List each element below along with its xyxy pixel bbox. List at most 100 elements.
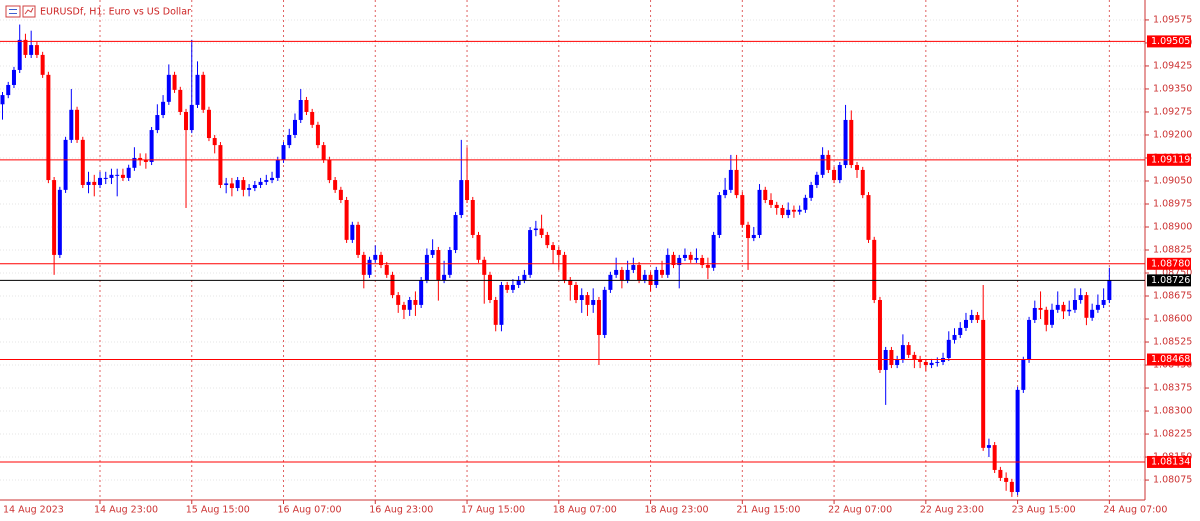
candle-body (367, 259, 372, 275)
candle-body (252, 184, 257, 189)
y-tick-label: 1.09050 (1153, 175, 1192, 186)
candle-body (1107, 280, 1112, 300)
candle-body (304, 100, 309, 112)
candle-body (103, 177, 108, 179)
candle-body (694, 257, 699, 260)
candle-body (660, 269, 665, 275)
candle-body (430, 250, 435, 255)
candle-body (310, 111, 315, 125)
candle-body (241, 180, 246, 190)
x-tick-label: 15 Aug 15:00 (186, 505, 250, 516)
candle-body (161, 101, 166, 116)
candle-body (866, 195, 871, 240)
candle-body (992, 445, 997, 470)
level-label-box (1147, 35, 1191, 48)
x-tick-label: 21 Aug 15:00 (736, 505, 800, 516)
candle-body (935, 361, 940, 363)
candle-body (786, 209, 791, 216)
y-tick-label: 1.08375 (1153, 383, 1192, 394)
candle-body (0, 95, 5, 105)
candle-body (86, 181, 91, 185)
candle-body (321, 145, 326, 160)
candle-body (923, 361, 928, 366)
candle-body (92, 181, 97, 185)
candle-body (522, 274, 527, 281)
candle-body (224, 183, 229, 185)
candle-body (671, 254, 676, 266)
candle-body (717, 195, 722, 235)
candle-body (665, 254, 670, 275)
y-tick-label: 1.09425 (1153, 60, 1192, 71)
x-tick-label: 22 Aug 07:00 (828, 505, 892, 516)
candle-body (155, 115, 160, 131)
candle-body (1015, 389, 1020, 493)
level-label: 1.08134 (1151, 456, 1190, 467)
candle-body (493, 300, 498, 325)
candle-body (608, 274, 613, 290)
candle-body (482, 259, 487, 275)
chart-title: EURUSDf, H1: Euro vs US Dollar (40, 7, 191, 18)
x-tick-label: 18 Aug 07:00 (553, 505, 617, 516)
candle-body (275, 159, 280, 178)
candle-body (637, 265, 642, 281)
candle-body (1027, 319, 1032, 360)
y-tick-label: 1.08600 (1153, 314, 1192, 325)
candle-body (820, 154, 825, 175)
candle-body (442, 274, 447, 281)
candle-body (1078, 295, 1083, 300)
candle-body (734, 169, 739, 196)
symbol-icon (5, 5, 36, 18)
candle-body (373, 254, 378, 260)
x-tick-label: 17 Aug 15:00 (461, 505, 525, 516)
candle-body (396, 295, 401, 305)
candle-body (900, 345, 905, 360)
candle-body (206, 109, 211, 139)
x-tick-label: 22 Aug 23:00 (920, 505, 984, 516)
candle-body (401, 304, 406, 310)
candle-body (63, 139, 68, 190)
candle-body (459, 180, 464, 216)
candle-body (757, 189, 762, 235)
candle-body (516, 280, 521, 285)
candle-body (356, 224, 361, 255)
candle-body (1095, 304, 1100, 310)
y-tick-label: 1.08825 (1153, 245, 1192, 256)
x-tick-label: 24 Aug 07:00 (1103, 505, 1167, 516)
candle-body (487, 274, 492, 300)
x-tick-label: 14 Aug 2023 (3, 505, 64, 516)
candle-body (1090, 309, 1095, 318)
x-tick-label: 16 Aug 23:00 (369, 505, 433, 516)
candle-body (80, 139, 85, 185)
candle-body (120, 174, 125, 178)
candle-body (826, 154, 831, 170)
candle-body (1061, 304, 1066, 312)
candle-body (614, 269, 619, 275)
y-tick-label: 1.08750 (1153, 268, 1192, 279)
candle-body (1072, 300, 1077, 310)
candle-body (912, 354, 917, 360)
candle-body (728, 169, 733, 190)
y-tick-label: 1.08300 (1153, 406, 1192, 417)
candle-body (132, 157, 137, 168)
candle-body (682, 254, 687, 258)
candle-body (447, 250, 452, 275)
candle-body (946, 339, 951, 358)
candle-body (918, 359, 923, 362)
candle-body (631, 265, 636, 270)
candle-body (774, 204, 779, 208)
candle-body (264, 180, 269, 182)
candle-body (596, 300, 601, 335)
candle-body (591, 300, 596, 305)
candle-body (872, 239, 877, 300)
candle-body (1067, 309, 1072, 312)
y-tick-label: 1.08675 (1153, 291, 1192, 302)
candle-body (545, 234, 550, 246)
y-tick-label: 1.09275 (1153, 106, 1192, 117)
candle-body (287, 134, 292, 146)
candle-body (797, 209, 802, 212)
candle-body (837, 165, 842, 181)
candle-body (952, 334, 957, 340)
y-tick-label: 1.08900 (1153, 221, 1192, 232)
